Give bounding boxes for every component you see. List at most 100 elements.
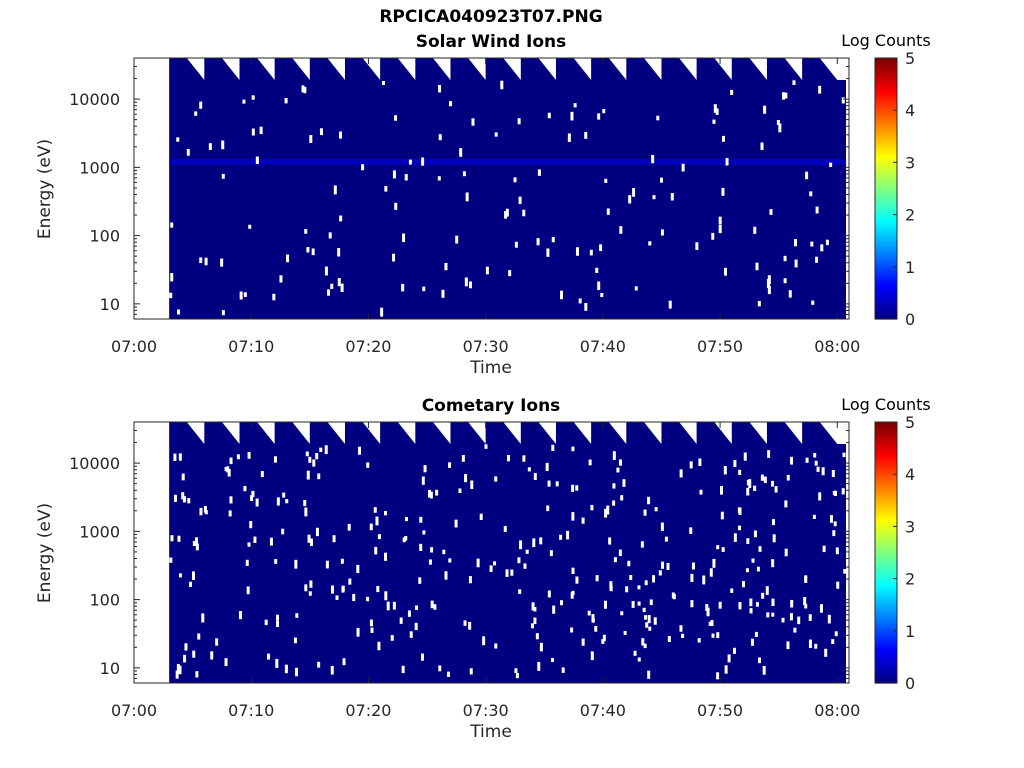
no-data-gap bbox=[376, 585, 380, 593]
colorbar-segment bbox=[875, 222, 897, 226]
colorbar-segment bbox=[875, 570, 897, 574]
no-data-gap bbox=[469, 281, 473, 289]
no-data-gap bbox=[613, 557, 617, 563]
colorbar-segment bbox=[875, 630, 897, 635]
no-data-gap bbox=[595, 575, 599, 582]
no-data-gap bbox=[273, 456, 277, 463]
colorbar-segment bbox=[875, 183, 897, 187]
panel-2-colorbar-label: Log Counts bbox=[841, 395, 931, 414]
no-data-gap bbox=[204, 257, 208, 266]
no-data-gap bbox=[269, 537, 273, 546]
no-data-gap bbox=[503, 525, 507, 532]
no-data-gap bbox=[470, 480, 474, 489]
no-data-gap bbox=[339, 215, 343, 222]
colorbar-segment bbox=[875, 172, 897, 177]
no-data-gap bbox=[581, 638, 585, 646]
colorbar-segment bbox=[875, 211, 897, 216]
no-data-gap bbox=[767, 285, 771, 295]
envelope-peak bbox=[485, 422, 521, 444]
colorbar-segment bbox=[875, 544, 897, 548]
no-data-gap bbox=[469, 668, 473, 675]
no-data-gap bbox=[581, 517, 585, 524]
no-data-gap bbox=[637, 657, 641, 662]
no-data-gap bbox=[182, 496, 186, 503]
colorbar-segment bbox=[875, 594, 897, 598]
colorbar-frame bbox=[874, 421, 898, 684]
colorbar-segment bbox=[875, 298, 897, 302]
no-data-gap bbox=[792, 80, 796, 85]
no-data-gap bbox=[724, 267, 728, 276]
no-data-gap bbox=[818, 492, 822, 501]
no-data-gap bbox=[746, 538, 750, 545]
no-data-gap bbox=[738, 469, 742, 475]
no-data-gap bbox=[603, 600, 607, 609]
no-data-gap bbox=[824, 648, 828, 657]
no-data-gap bbox=[437, 176, 441, 181]
plot-frame bbox=[133, 421, 850, 684]
no-data-gap bbox=[377, 641, 381, 651]
no-data-gap bbox=[664, 536, 668, 542]
no-data-gap bbox=[567, 133, 571, 142]
no-data-gap bbox=[584, 302, 588, 311]
colorbar-segment bbox=[875, 437, 897, 441]
no-data-gap bbox=[724, 665, 728, 674]
no-data-gap bbox=[604, 508, 608, 518]
no-data-gap bbox=[247, 542, 251, 547]
colorbar-segment bbox=[875, 656, 897, 661]
no-data-gap bbox=[178, 573, 182, 578]
no-data-gap bbox=[667, 635, 671, 643]
no-data-gap bbox=[712, 558, 716, 568]
no-data-gap bbox=[173, 453, 177, 462]
no-data-gap bbox=[195, 543, 199, 551]
colorbar-segment bbox=[875, 206, 897, 210]
no-data-gap bbox=[668, 300, 672, 309]
no-data-gap bbox=[468, 621, 472, 630]
no-data-gap bbox=[690, 573, 694, 582]
no-data-gap bbox=[786, 474, 790, 481]
y-tick-label: 10 bbox=[100, 659, 120, 678]
colorbar-segment bbox=[875, 151, 897, 156]
no-data-gap bbox=[721, 547, 725, 552]
colorbar-segment bbox=[875, 515, 897, 520]
no-data-gap bbox=[711, 633, 715, 638]
no-data-gap bbox=[751, 558, 755, 563]
no-data-gap bbox=[661, 561, 665, 569]
no-data-gap bbox=[551, 657, 555, 663]
x-tick-label: 07:50 bbox=[697, 337, 743, 356]
colorbar-segment bbox=[875, 513, 897, 517]
no-data-gap bbox=[537, 169, 541, 176]
no-data-gap bbox=[508, 270, 512, 277]
no-data-gap bbox=[484, 444, 488, 449]
colorbar-segment bbox=[875, 209, 897, 213]
no-data-gap bbox=[324, 445, 328, 455]
no-data-gap bbox=[594, 625, 598, 632]
no-data-gap bbox=[746, 487, 750, 496]
no-data-gap bbox=[699, 489, 703, 495]
no-data-gap bbox=[643, 509, 647, 516]
no-data-gap bbox=[177, 309, 181, 315]
no-data-gap bbox=[370, 627, 374, 633]
colorbar-segment bbox=[875, 201, 897, 205]
colorbar-segment bbox=[875, 73, 897, 77]
no-data-gap bbox=[730, 89, 734, 95]
colorbar-segment bbox=[875, 495, 897, 499]
no-data-gap bbox=[575, 247, 579, 256]
no-data-gap bbox=[632, 188, 636, 197]
colorbar-segment bbox=[875, 131, 897, 135]
no-data-gap bbox=[386, 601, 390, 611]
no-data-gap bbox=[757, 300, 761, 307]
colorbar-frame bbox=[874, 57, 898, 320]
colorbar-segment bbox=[875, 282, 897, 286]
no-data-gap bbox=[804, 603, 808, 609]
no-data-gap bbox=[402, 233, 406, 243]
no-data-gap bbox=[623, 630, 627, 635]
colorbar-segment bbox=[875, 662, 897, 666]
colorbar-segment bbox=[875, 261, 897, 265]
no-data-gap bbox=[239, 291, 243, 300]
no-data-gap bbox=[221, 310, 225, 316]
x-tick-label: 07:00 bbox=[111, 701, 157, 720]
colorbar-segment bbox=[875, 149, 897, 153]
no-data-gap bbox=[656, 115, 660, 121]
no-data-gap bbox=[790, 599, 794, 608]
no-data-gaps bbox=[169, 444, 847, 680]
